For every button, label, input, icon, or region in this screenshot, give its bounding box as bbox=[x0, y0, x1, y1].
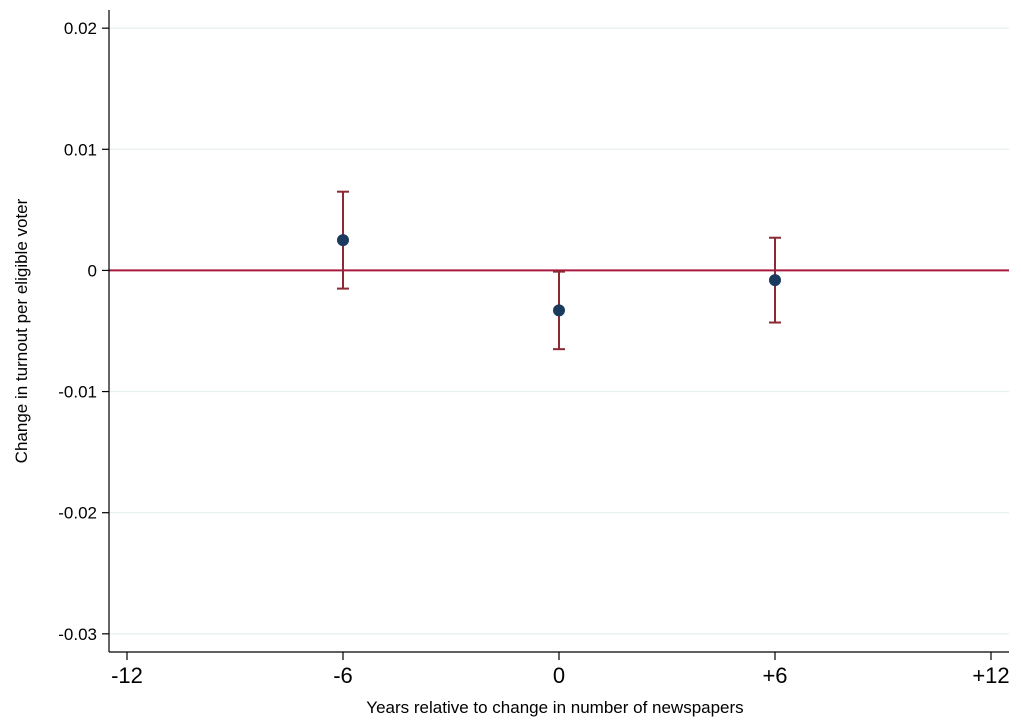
y-tick-label: -0.01 bbox=[58, 383, 97, 402]
x-tick-label: +6 bbox=[762, 663, 787, 688]
y-tick-label: 0.01 bbox=[64, 140, 97, 159]
y-axis-title: Change in turnout per eligible voter bbox=[12, 198, 31, 463]
x-tick-label: 0 bbox=[553, 663, 565, 688]
data-points bbox=[337, 234, 781, 317]
y-tick-label: -0.03 bbox=[58, 625, 97, 644]
y-ticks: 0.02 0.01 0 -0.01 -0.02 -0.03 bbox=[58, 19, 109, 644]
y-tick-label: -0.02 bbox=[58, 504, 97, 523]
data-point bbox=[553, 304, 565, 317]
x-axis-title: Years relative to change in number of ne… bbox=[366, 698, 743, 717]
y-tick-label: 0.02 bbox=[64, 19, 97, 38]
x-tick-label: -6 bbox=[333, 663, 353, 688]
x-ticks: -12 -6 0 +6 +12 bbox=[111, 652, 1010, 688]
data-point bbox=[337, 234, 349, 247]
y-tick-label: 0 bbox=[88, 261, 97, 280]
x-tick-label: -12 bbox=[111, 663, 143, 688]
x-tick-label: +12 bbox=[972, 663, 1009, 688]
data-point bbox=[769, 274, 781, 287]
